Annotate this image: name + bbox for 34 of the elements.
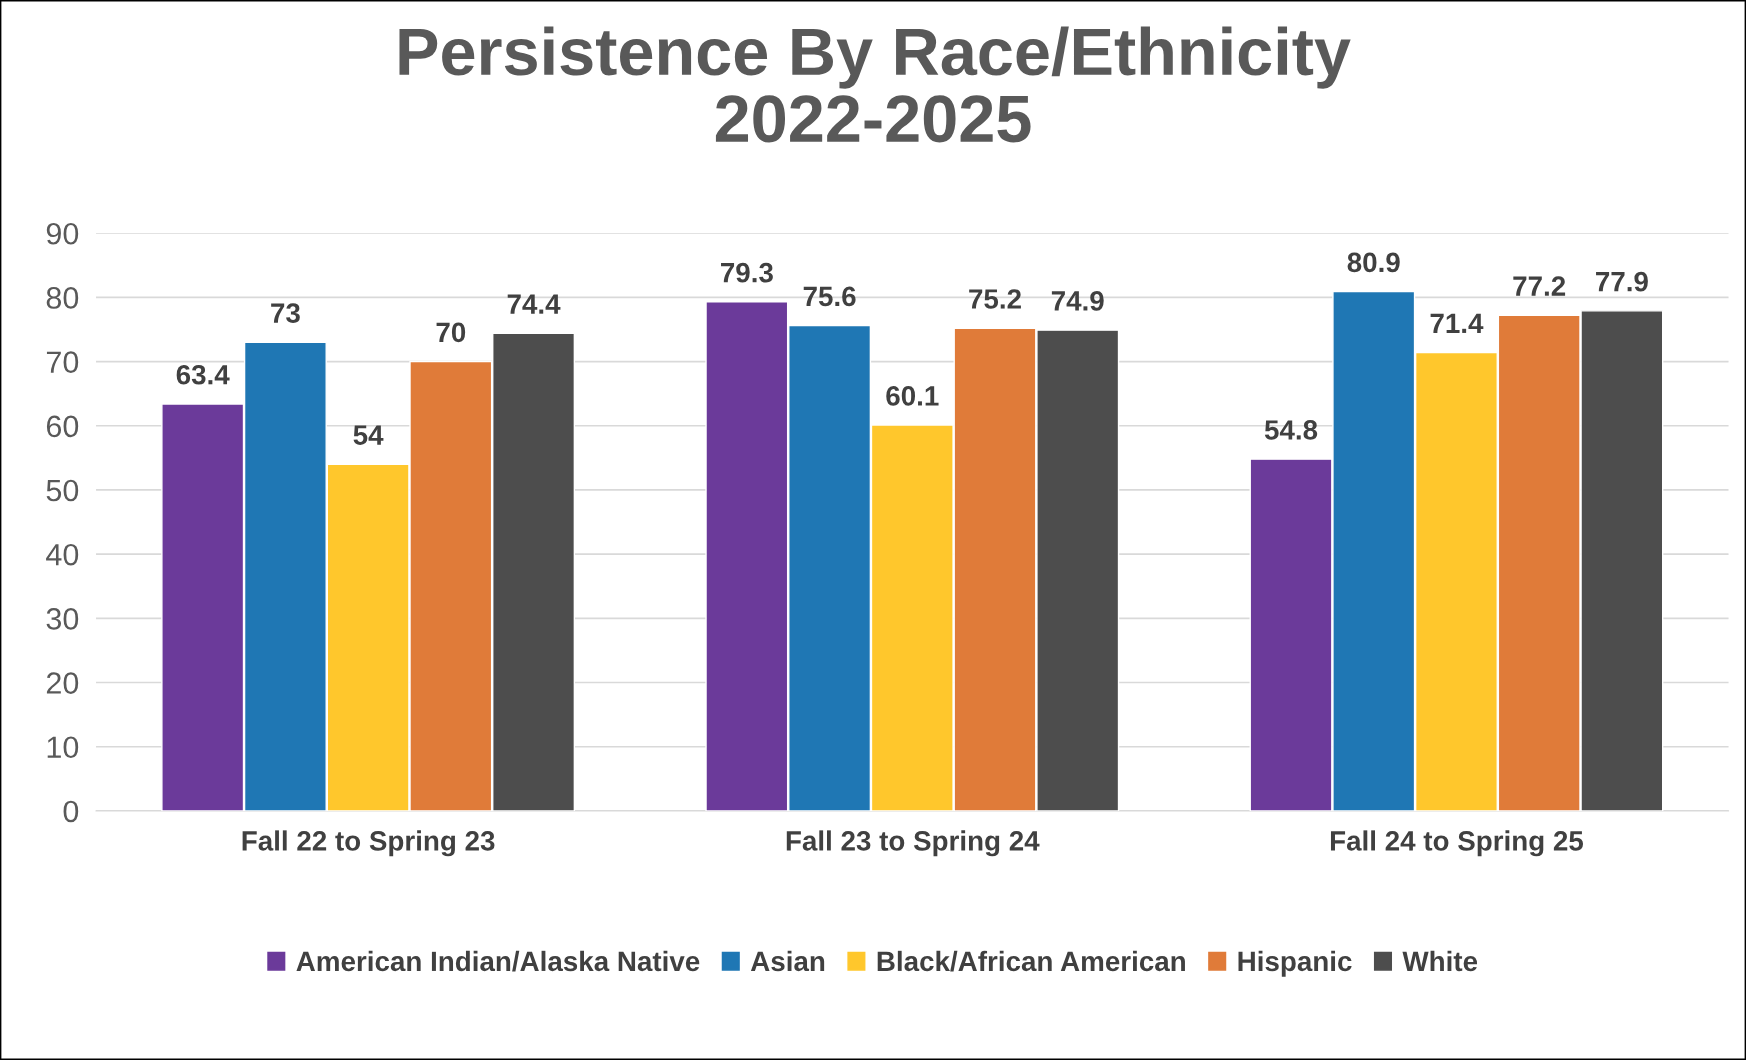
legend-label: Black/African American [877, 950, 1185, 972]
data-label: 60.1 [886, 386, 939, 406]
legend-label: White [1402, 950, 1478, 972]
data-label: 77.9 [1596, 271, 1648, 292]
legend-label: American Indian/Alaska Native [296, 950, 700, 972]
y-tick-label: 70 [46, 351, 79, 373]
data-label: 75.2 [969, 289, 1021, 309]
y-tick-label: 50 [46, 479, 79, 502]
x-tick-label: Fall 23 to Spring 24 [786, 830, 1040, 857]
data-label: 54 [353, 425, 384, 445]
legend-label: Hispanic [1238, 950, 1352, 977]
y-tick-label: 80 [46, 287, 79, 309]
data-label: 74.9 [1051, 291, 1104, 311]
data-label: 73 [271, 303, 300, 323]
data-label: 79.3 [721, 262, 773, 283]
data-label: 77.2 [1513, 276, 1566, 296]
y-tick-label: 90 [46, 222, 79, 245]
data-label: 63.4 [176, 364, 230, 385]
y-tick-label: 0 [63, 800, 79, 823]
data-label: 75.6 [803, 286, 856, 307]
data-label: 74.4 [507, 294, 561, 314]
data-label: 71.4 [1430, 313, 1484, 333]
data-label: 70 [436, 322, 466, 343]
y-tick-label: 60 [46, 415, 79, 438]
y-tick-label: 20 [46, 672, 79, 694]
data-label: 54.8 [1264, 420, 1318, 440]
legend-label: Asian [750, 950, 825, 972]
y-tick-label: 30 [46, 608, 79, 630]
y-tick-label: 40 [46, 543, 79, 566]
y-tick-label: 10 [47, 736, 79, 759]
x-tick-label: Fall 22 to Spring 23 [242, 830, 495, 857]
chart-title: Persistence By Race/Ethnicity 2022-2025 [399, 26, 1351, 143]
x-tick-label: Fall 24 to Spring 25 [1330, 830, 1584, 857]
data-label: 80.9 [1347, 252, 1400, 273]
